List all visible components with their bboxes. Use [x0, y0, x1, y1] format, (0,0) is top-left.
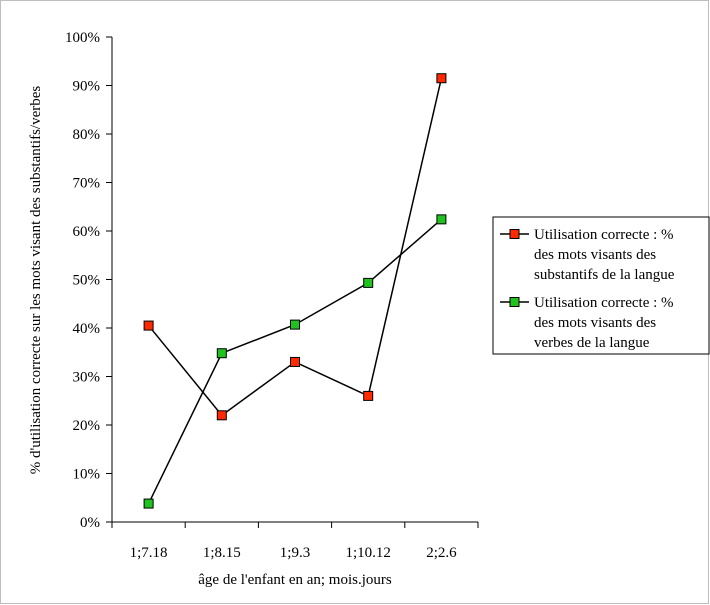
series-2-point — [363, 277, 374, 288]
y-tick-label: 100% — [65, 30, 100, 46]
legend-label-1: Utilisation correcte : % des mots visants… — [534, 227, 675, 283]
y-axis: 0% 10% 20% 30% 40% 50% 60% 70% 80% 90% 100% — [65, 30, 113, 531]
y-tick-label: 90% — [73, 79, 101, 95]
x-tick-label: 2;2.6 — [426, 545, 457, 561]
y-tick-label: 50% — [73, 273, 101, 289]
series-1-point — [363, 390, 374, 401]
y-tick-label: 10% — [73, 467, 101, 483]
x-axis-title: âge de l'enfant en an; mois.jours — [198, 572, 392, 588]
legend-box — [492, 216, 710, 355]
series-1-point — [143, 320, 154, 331]
legend-label-2: Utilisation correcte : % des mots visants… — [534, 295, 674, 351]
series-group — [143, 73, 447, 509]
series-1-point — [436, 73, 447, 84]
y-tick-label: 20% — [73, 418, 101, 434]
legend-marker-2 — [509, 297, 520, 307]
series-2-point — [143, 498, 154, 509]
x-tick-label: 1;7.18 — [130, 545, 168, 561]
y-tick-label: 70% — [73, 176, 101, 192]
x-tick-label: 1;8.15 — [203, 545, 241, 561]
y-axis-title: % d'utilisation correcte sur les mots vi… — [28, 86, 44, 475]
x-tick-label: 1;9.3 — [280, 545, 310, 561]
y-tick-label: 80% — [73, 127, 101, 143]
series-2-point — [436, 214, 447, 225]
series-1-point — [216, 410, 227, 421]
y-tick-label: 30% — [73, 370, 101, 386]
series-2-point — [216, 348, 227, 359]
legend-marker-1 — [509, 229, 520, 239]
legend: Utilisation correcte : % des mots visants… — [492, 216, 710, 355]
series-2-point — [290, 319, 300, 330]
y-tick-label: 60% — [73, 224, 101, 240]
y-tick-label: 40% — [73, 321, 101, 337]
x-axis: 1;7.18 1;8.15 1;9.3 1;10.12 2;2.6 — [111, 521, 479, 561]
y-tick-label: 0% — [80, 515, 100, 531]
series-1-point — [290, 356, 300, 367]
x-tick-label: 1;10.12 — [345, 545, 390, 561]
